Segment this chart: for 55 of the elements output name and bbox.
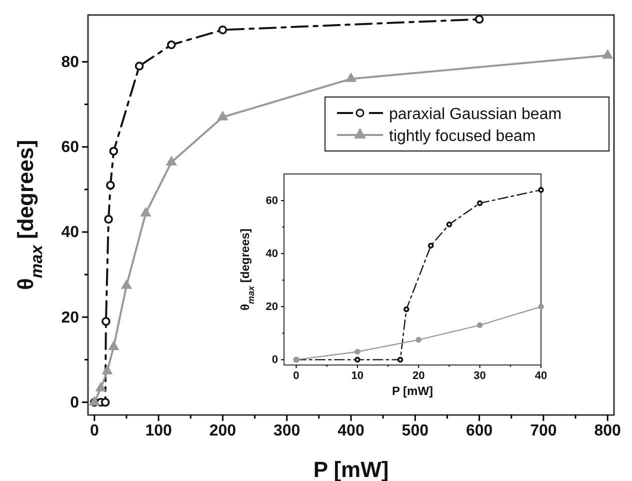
x-tick-label: 700 — [530, 422, 557, 440]
legend-label: paraxial Gaussian beam — [389, 106, 562, 123]
x-tick-label: 500 — [402, 422, 429, 440]
y-tick-label: 20 — [61, 309, 80, 326]
y-tick-label: 40 — [61, 224, 80, 242]
point — [166, 40, 176, 50]
point — [102, 365, 112, 374]
y-tick-label: 0 — [272, 354, 278, 366]
point — [354, 348, 360, 355]
x-tick-label: 0 — [90, 422, 99, 440]
point — [140, 207, 151, 217]
point — [346, 72, 356, 82]
y-tick-label: 0 — [70, 394, 80, 412]
point — [108, 340, 119, 350]
point — [416, 336, 422, 343]
point — [538, 187, 544, 193]
x-tick-label: 40 — [534, 370, 548, 382]
point — [96, 382, 106, 392]
point — [109, 146, 118, 156]
x-tick-label: 200 — [209, 422, 236, 440]
y-tick-label: 20 — [266, 301, 278, 314]
x-tick-label: 300 — [274, 422, 300, 440]
point — [474, 14, 484, 24]
point — [106, 180, 115, 190]
point — [476, 200, 483, 206]
point — [446, 222, 452, 228]
point — [104, 214, 113, 224]
x-tick-label: 100 — [145, 422, 172, 440]
x-tick-label: 400 — [338, 422, 364, 440]
x-tick-label: 20 — [412, 370, 425, 382]
point — [403, 306, 410, 312]
x-tick-label: 0 — [293, 370, 300, 382]
point — [100, 398, 110, 407]
y-tick-label: 60 — [61, 139, 80, 156]
point — [476, 322, 483, 328]
x-tick-label: 30 — [474, 370, 486, 382]
point — [166, 156, 177, 166]
point — [428, 242, 434, 249]
point — [102, 316, 110, 326]
x-axis-title: P [mW] — [392, 384, 434, 398]
point — [134, 62, 144, 70]
point — [218, 26, 228, 34]
y-tick-label: 40 — [266, 248, 278, 260]
point — [217, 111, 228, 120]
point — [397, 356, 404, 363]
legend-label: tightly focused beam — [389, 128, 536, 145]
point — [538, 304, 544, 310]
x-tick-label: 800 — [594, 422, 622, 440]
y-tick-label: 60 — [266, 195, 278, 208]
point — [121, 280, 132, 289]
x-tick-label: 10 — [351, 370, 364, 382]
x-tick-label: 600 — [466, 422, 493, 440]
point — [354, 356, 360, 363]
y-tick-label: 80 — [61, 54, 80, 71]
point — [602, 49, 613, 59]
